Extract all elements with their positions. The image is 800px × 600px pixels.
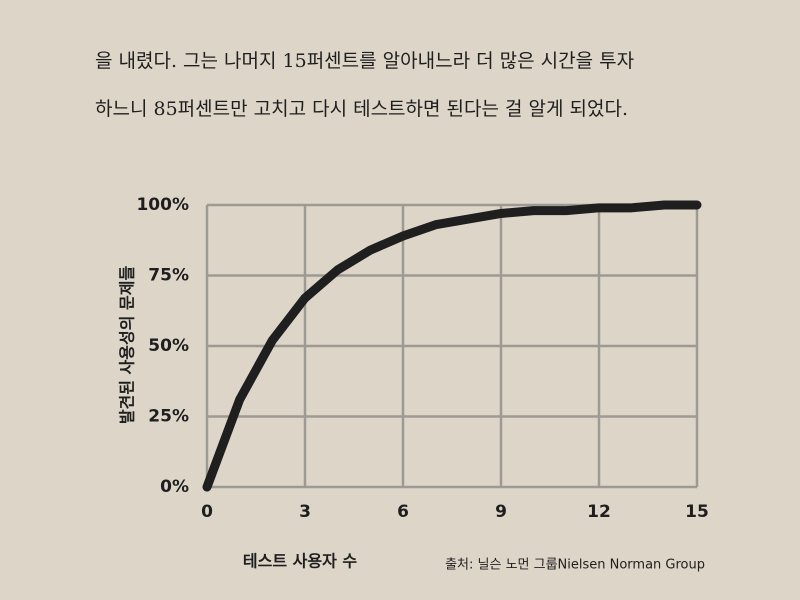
y-tick-label: 25% bbox=[148, 407, 189, 427]
y-tick-label: 100% bbox=[136, 195, 189, 215]
x-tick-label: 3 bbox=[299, 502, 311, 522]
y-tick-label: 75% bbox=[148, 266, 189, 286]
paragraph-line: 을 내렸다. 그는 나머지 15퍼센트를 알아내느라 더 많은 시간을 투자 bbox=[95, 50, 634, 72]
y-tick-label: 0% bbox=[160, 477, 189, 497]
y-axis-label: 발견된 사용성의 문제들 bbox=[118, 266, 137, 425]
x-axis-label: 테스트 사용자 수 bbox=[243, 552, 357, 571]
source: 출처: 닐슨 노먼 그룹Nielsen Norman Group bbox=[445, 558, 705, 573]
x-tick-label: 15 bbox=[685, 502, 709, 522]
x-tick-label: 0 bbox=[201, 502, 213, 522]
paragraph-line: 하느니 85퍼센트만 고치고 다시 테스트하면 된다는 걸 알게 되었다. bbox=[95, 98, 628, 120]
data-line bbox=[202, 200, 702, 492]
x-tick-label: 9 bbox=[495, 502, 507, 522]
y-tick-label: 50% bbox=[148, 336, 189, 356]
x-tick-label: 12 bbox=[587, 502, 611, 522]
x-tick-label: 6 bbox=[397, 502, 409, 522]
